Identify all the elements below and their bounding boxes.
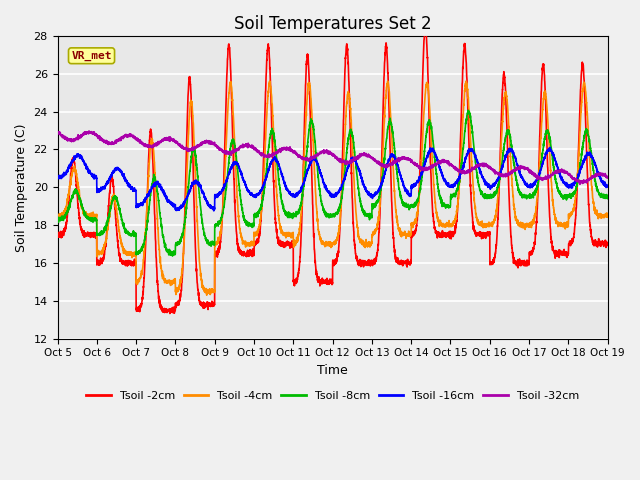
Y-axis label: Soil Temperature (C): Soil Temperature (C) (15, 123, 28, 252)
Legend: Tsoil -2cm, Tsoil -4cm, Tsoil -8cm, Tsoil -16cm, Tsoil -32cm: Tsoil -2cm, Tsoil -4cm, Tsoil -8cm, Tsoi… (82, 387, 583, 406)
Title: Soil Temperatures Set 2: Soil Temperatures Set 2 (234, 15, 431, 33)
X-axis label: Time: Time (317, 364, 348, 377)
Text: VR_met: VR_met (71, 51, 112, 61)
